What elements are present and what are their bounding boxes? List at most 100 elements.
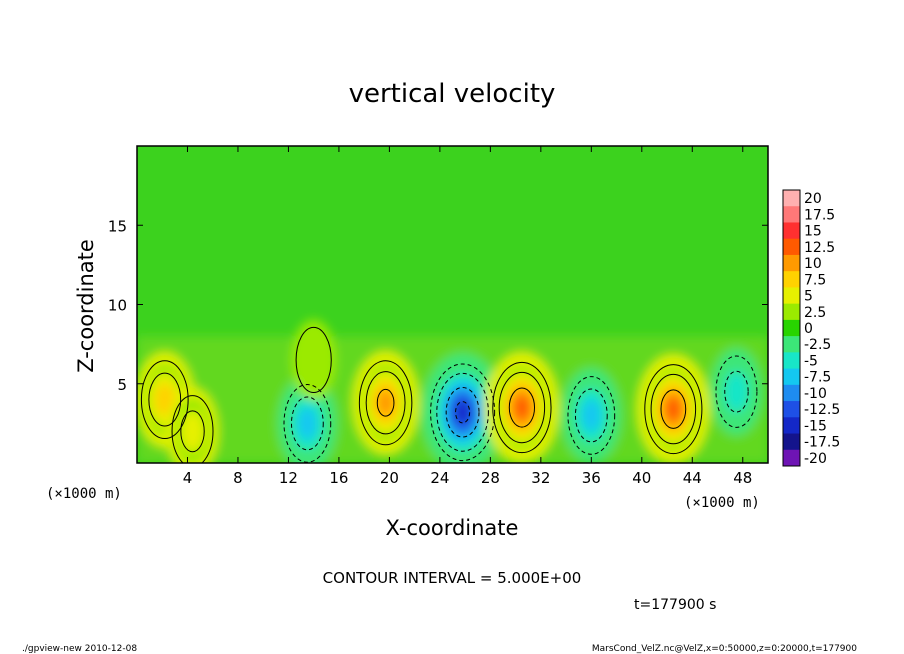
colorbar-swatch — [783, 206, 800, 223]
contour-lines — [140, 326, 758, 463]
colorbar-label: -20 — [804, 451, 827, 467]
contour-line — [724, 370, 749, 413]
velocity-field — [137, 319, 768, 463]
y-axis-label: Z-coordinate — [74, 239, 98, 373]
x-tick-label: 16 — [329, 469, 348, 487]
colorbar-label: -10 — [804, 386, 827, 402]
field-level — [514, 395, 530, 420]
contour-line — [171, 395, 214, 463]
field-level — [455, 401, 470, 423]
contour-line — [283, 384, 332, 463]
colorbar-label: 17.5 — [804, 207, 835, 223]
contour-line — [650, 373, 697, 445]
colorbar-label: 15 — [804, 224, 822, 240]
contour-line — [574, 388, 608, 443]
colorbar-swatch — [783, 319, 800, 337]
colorbar-swatch — [783, 401, 800, 418]
colorbar: 2017.51512.5107.552.50-2.5-5-7.5-10-12.5… — [782, 189, 840, 467]
contour-line — [508, 387, 536, 428]
y-tick-label: 15 — [108, 217, 127, 235]
field-level — [377, 389, 394, 417]
contour-line — [455, 401, 471, 424]
x-tick-label: 32 — [531, 469, 550, 487]
contour-line — [365, 371, 406, 435]
x-tick-label: 48 — [733, 469, 752, 487]
x-tick-label: 36 — [582, 469, 601, 487]
colorbar-swatch — [783, 222, 800, 240]
x-axis-label: X-coordinate — [386, 516, 519, 540]
x-tick-label: 28 — [481, 469, 500, 487]
colorbar-swatch — [783, 368, 800, 386]
contour-line — [498, 371, 546, 444]
colorbar-label: -5 — [804, 353, 818, 369]
contour-line — [567, 376, 616, 455]
y-tick-label: 10 — [108, 297, 127, 315]
contour-line — [430, 363, 496, 462]
colorbar-swatch — [783, 287, 800, 305]
field-level — [297, 407, 317, 440]
contour-line — [148, 372, 182, 427]
contour-line — [290, 396, 324, 451]
contour-interval: CONTOUR INTERVAL = 5.000E+00 — [323, 569, 582, 587]
x-tick-label: 44 — [683, 469, 702, 487]
colorbar-label: 7.5 — [804, 272, 826, 288]
colorbar-swatch — [783, 449, 800, 467]
time-stamp: t=177900 s — [634, 597, 716, 613]
x-tick-label: 40 — [632, 469, 651, 487]
colorbar-swatch — [783, 238, 800, 256]
colorbar-swatch — [783, 303, 800, 321]
contour-line — [140, 360, 189, 439]
x-tick-label: 12 — [279, 469, 298, 487]
contour-line — [295, 326, 332, 394]
y-unit-label: (×1000 m) — [46, 486, 122, 502]
colorbar-label: 0 — [804, 321, 813, 337]
contour-line — [436, 372, 489, 452]
colorbar-label: 5 — [804, 289, 813, 305]
x-tick-label: 4 — [183, 469, 193, 487]
colorbar-swatch — [783, 384, 800, 402]
colorbar-swatch — [783, 336, 800, 353]
field-level — [180, 410, 205, 452]
x-axis: 4 8 12 16 20 24 28 32 36 40 44 48 — [183, 146, 752, 487]
colorbar-frame — [782, 189, 801, 467]
contour-line — [358, 360, 413, 446]
colorbar-swatch — [783, 254, 800, 272]
contour-line — [445, 387, 480, 438]
colorbar-label: 12.5 — [804, 240, 835, 256]
footer-right: MarsCond_VelZ.nc@VelZ,x=0:50000,z=0:2000… — [592, 644, 857, 654]
colorbar-label: 20 — [804, 191, 822, 207]
field-level — [155, 383, 175, 416]
colorbar-label: -15 — [804, 418, 827, 434]
x-tick-label: 24 — [430, 469, 449, 487]
colorbar-swatch — [783, 417, 800, 435]
contour-line — [492, 361, 552, 454]
plot-area — [137, 146, 768, 463]
x-unit-label: (×1000 m) — [684, 495, 760, 511]
x-tick-label: 20 — [380, 469, 399, 487]
colorbar-swatch — [783, 271, 800, 288]
colorbar-label: -12.5 — [804, 402, 840, 418]
colorbar-swatch — [783, 433, 800, 451]
colorbar-label: -2.5 — [804, 337, 831, 353]
contour-line — [715, 355, 758, 428]
contour-line — [660, 389, 687, 429]
colorbar-label: -7.5 — [804, 370, 831, 386]
contour-line — [376, 388, 395, 417]
colorbar-swatch — [783, 352, 800, 370]
contour-line — [644, 364, 703, 455]
field-level — [296, 328, 331, 391]
y-tick-label: 5 — [117, 376, 127, 394]
colorbar-label: 10 — [804, 256, 822, 272]
colorbar-label: -17.5 — [804, 435, 840, 451]
field-level — [665, 397, 681, 421]
field-level — [724, 371, 749, 413]
x-tick-label: 8 — [233, 469, 243, 487]
chart-title: vertical velocity — [349, 79, 556, 109]
contour-line — [180, 410, 205, 453]
colorbar-swatch — [783, 190, 800, 207]
y-axis: 5 10 15 — [108, 217, 768, 394]
footer-left: ./gpview-new 2010-12-08 — [22, 644, 137, 654]
field-level — [581, 399, 601, 432]
colorbar-label: 2.5 — [804, 305, 826, 321]
